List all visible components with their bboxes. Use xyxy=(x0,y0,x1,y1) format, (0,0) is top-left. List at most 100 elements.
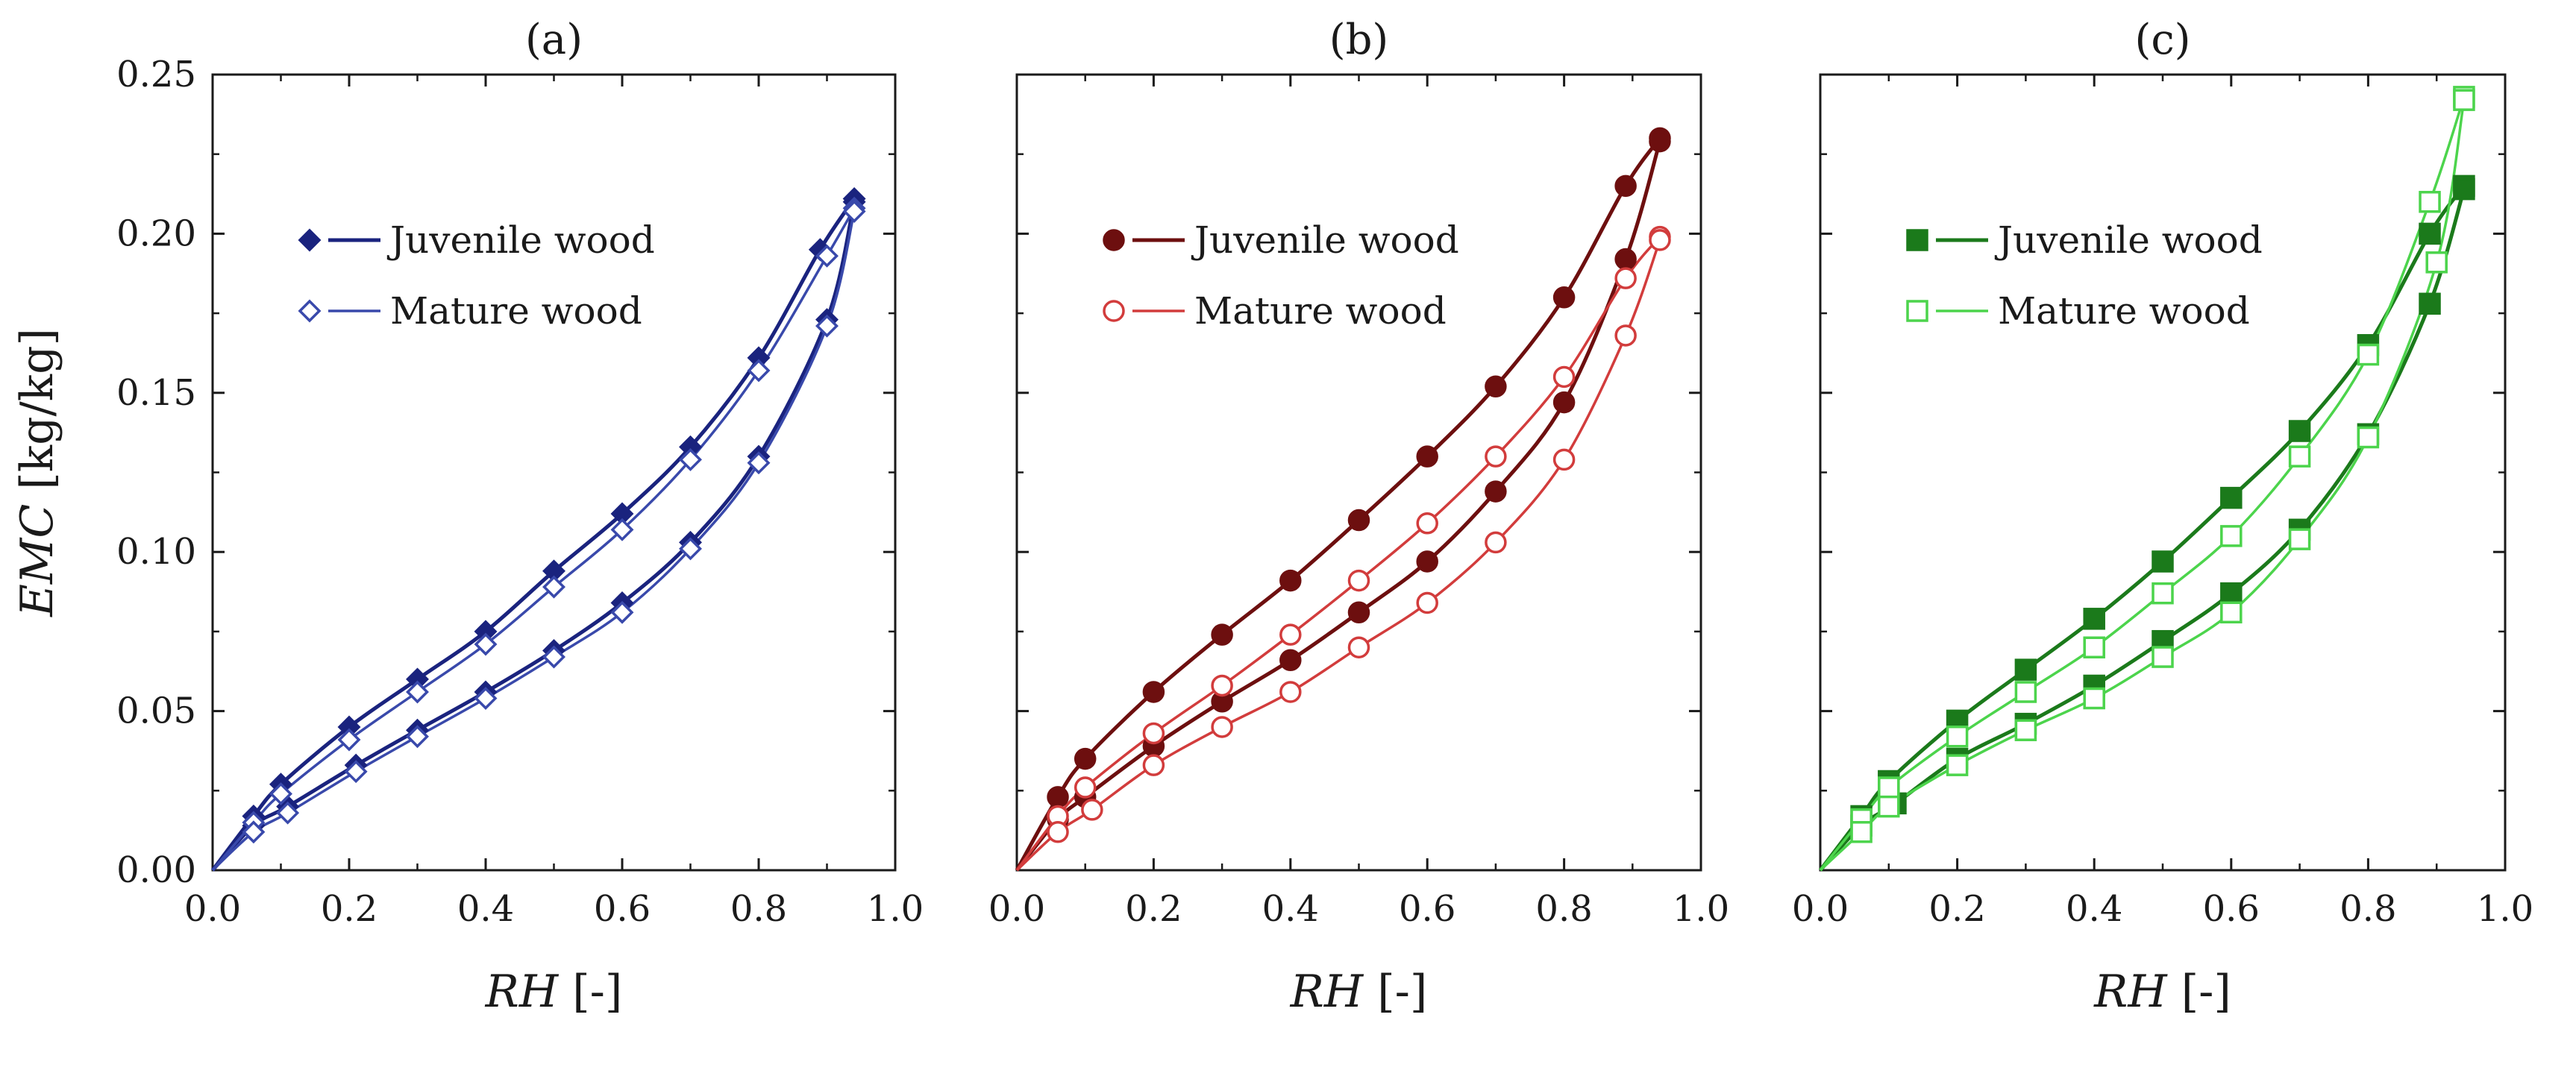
data-point-mature-wood-desorption xyxy=(1074,776,1097,799)
x-axis-variable: RH xyxy=(485,966,560,1018)
data-point-mature-wood-desorption xyxy=(815,244,839,268)
data-point-mature-wood-adsorption xyxy=(2014,719,2037,741)
legend: Juvenile wood Mature wood xyxy=(1906,218,2263,333)
data-point-juvenile-wood-adsorption xyxy=(1649,130,1671,153)
data-point-juvenile-wood-desorption xyxy=(1211,623,1233,646)
plot-frame xyxy=(211,73,897,872)
y-tick-label: 0.10 xyxy=(116,531,196,573)
legend-marker-juvenile-wood xyxy=(298,228,322,252)
data-point-mature-wood-adsorption xyxy=(1416,591,1438,614)
x-tick-label: 0.2 xyxy=(1928,888,1985,930)
panel-a: 0.0 0.2 0.4 0.6 0.8 1.0 0.00 0.05 0.10 0.15 0.20 0.… xyxy=(11,16,924,1018)
data-point-mature-wood-desorption xyxy=(2083,636,2105,658)
data-point-mature-wood-adsorption xyxy=(1347,636,1370,658)
legend-label: Juvenile wood xyxy=(1994,218,2263,262)
data-point-mature-wood-desorption xyxy=(1552,365,1576,388)
data-point-mature-wood-desorption xyxy=(1614,267,1637,289)
x-tick-label: 0.6 xyxy=(594,888,651,930)
x-axis-unit: [-] xyxy=(558,966,622,1018)
data-point-mature-wood-adsorption xyxy=(1878,795,1900,818)
data-point-mature-wood-adsorption xyxy=(1211,716,1233,738)
data-point-mature-wood-desorption xyxy=(2014,681,2037,703)
data-point-mature-wood-adsorption xyxy=(1946,754,1969,776)
data-point-mature-wood-desorption xyxy=(269,782,292,806)
data-point-mature-wood-adsorption xyxy=(1614,324,1637,347)
data-point-juvenile-wood-desorption xyxy=(2152,550,2174,573)
legend-marker-juvenile-wood xyxy=(1103,229,1125,251)
x-axis-variable: RH xyxy=(1290,966,1364,1018)
data-point-juvenile-wood-desorption xyxy=(2083,608,2105,630)
data-point-mature-wood-desorption xyxy=(679,447,702,471)
data-point-mature-wood-desorption xyxy=(2357,343,2380,366)
legend-marker-juvenile-wood xyxy=(1906,229,1928,251)
data-point-juvenile-wood-adsorption xyxy=(2419,292,2441,315)
data-point-juvenile-wood-desorption xyxy=(1047,786,1069,808)
x-tick-label: 1.0 xyxy=(2477,888,2533,930)
data-point-juvenile-wood-desorption xyxy=(2288,420,2311,442)
x-axis-title: RH [-] xyxy=(2093,966,2231,1018)
data-point-mature-wood-desorption xyxy=(406,680,429,704)
legend-marker-mature-wood xyxy=(298,299,322,323)
data-point-juvenile-wood-desorption xyxy=(1552,286,1576,309)
x-tick-label: 0.4 xyxy=(2066,888,2122,930)
data-point-mature-wood-adsorption xyxy=(1047,821,1069,843)
data-point-mature-wood-desorption xyxy=(610,518,634,541)
data-point-mature-wood-adsorption xyxy=(679,537,702,561)
data-point-mature-wood-adsorption xyxy=(2425,251,2448,274)
y-tick-label: 0.05 xyxy=(116,691,196,732)
data-point-juvenile-wood-desorption xyxy=(1485,375,1507,398)
data-point-mature-wood-adsorption xyxy=(2083,687,2105,710)
x-tick-label: 0.4 xyxy=(1262,888,1319,930)
data-point-juvenile-wood-adsorption xyxy=(2453,177,2475,201)
x-tick-label: 0.0 xyxy=(184,888,241,930)
x-tick-label: 0.6 xyxy=(2203,888,2260,930)
x-tick-label: 0.2 xyxy=(321,888,377,930)
data-point-mature-wood-adsorption xyxy=(406,725,429,749)
legend-label: Juvenile wood xyxy=(1191,218,1459,262)
data-point-mature-wood-adsorption xyxy=(2453,89,2475,111)
data-point-juvenile-wood-adsorption xyxy=(1485,480,1507,503)
x-axis-title: RH [-] xyxy=(1290,966,1428,1018)
data-point-mature-wood-desorption xyxy=(542,575,565,599)
y-axis-variable: EMC xyxy=(11,504,63,617)
data-point-juvenile-wood-desorption xyxy=(1614,174,1637,198)
legend-marker-mature-wood xyxy=(1906,300,1928,322)
plot-frame xyxy=(1015,73,1702,872)
data-point-mature-wood-adsorption xyxy=(1850,821,1873,843)
data-point-juvenile-wood-adsorption xyxy=(1614,248,1637,271)
legend-label: Juvenile wood xyxy=(386,218,655,262)
panel-b: 0.0 0.2 0.4 0.6 0.8 1.0 (b) RH [-] Juvenile wood… xyxy=(988,16,1729,1018)
legend-label: Mature wood xyxy=(1194,289,1447,333)
y-tick-label: 0.25 xyxy=(116,54,196,95)
x-axis-unit: [-] xyxy=(1363,966,1427,1018)
series-group xyxy=(211,186,866,872)
data-point-juvenile-wood-desorption xyxy=(2419,222,2441,245)
panel-title: (c) xyxy=(2134,16,2190,64)
data-point-mature-wood-desorption xyxy=(2288,445,2311,468)
data-point-mature-wood-adsorption xyxy=(1649,229,1671,251)
y-tick-label: 0.00 xyxy=(116,849,196,891)
data-point-mature-wood-adsorption xyxy=(2220,601,2243,624)
x-tick-label: 0.0 xyxy=(988,888,1045,930)
x-tick-label: 0.4 xyxy=(457,888,514,930)
x-tick-label: 0.6 xyxy=(1399,888,1455,930)
panel-title: (b) xyxy=(1329,16,1389,64)
data-point-mature-wood-adsorption xyxy=(276,801,300,825)
series-group xyxy=(1819,86,2475,872)
data-point-mature-wood-adsorption xyxy=(842,200,866,223)
x-tick-label: 0.8 xyxy=(730,888,787,930)
x-tick-label: 0.2 xyxy=(1125,888,1182,930)
data-point-mature-wood-adsorption xyxy=(2357,426,2380,449)
x-tick-label: 0.8 xyxy=(2340,888,2396,930)
y-tick-label: 0.20 xyxy=(116,213,196,254)
data-point-mature-wood-desorption xyxy=(2220,525,2243,547)
legend-label: Mature wood xyxy=(390,289,642,333)
data-point-mature-wood-adsorption xyxy=(815,314,839,338)
y-axis-unit: [kg/kg] xyxy=(11,328,63,504)
data-point-mature-wood-desorption xyxy=(1279,623,1302,646)
data-point-mature-wood-adsorption xyxy=(542,645,565,669)
series-group xyxy=(1015,127,1671,872)
data-point-mature-wood-adsorption xyxy=(1142,754,1165,776)
x-axis-unit: [-] xyxy=(2167,966,2231,1018)
